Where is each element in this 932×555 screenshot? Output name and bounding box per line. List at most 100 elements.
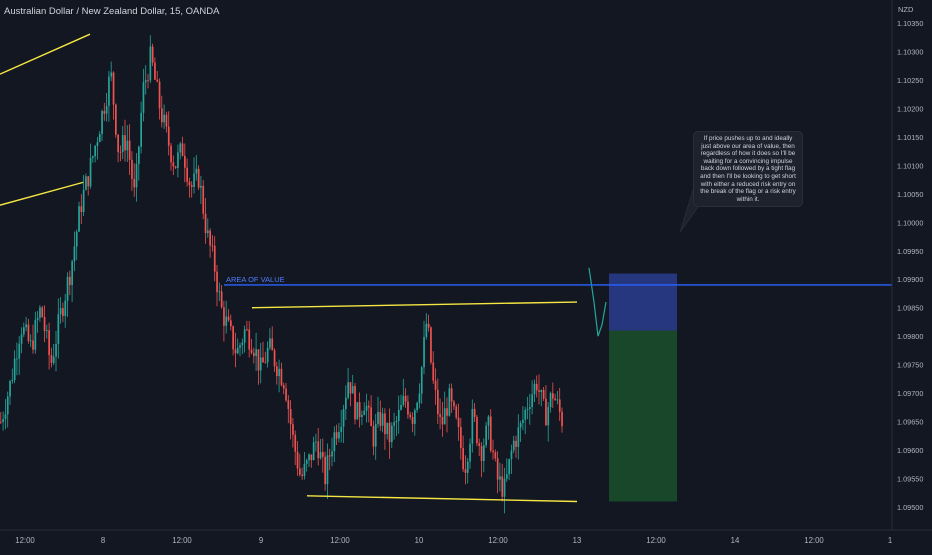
candle-body-186 [427, 323, 430, 328]
candle-body-227 [522, 419, 524, 423]
trend-line-1 [0, 181, 84, 206]
candle-body-84 [193, 173, 195, 187]
candle-body-219 [503, 478, 506, 497]
candle-body-7 [16, 358, 18, 360]
symbol-title[interactable]: Australian Dollar / New Zealand Dollar, … [4, 6, 220, 17]
candle-body-226 [519, 422, 522, 428]
candle-body-53 [121, 135, 124, 153]
trend-line-0 [0, 33, 91, 75]
candle-body-108 [248, 329, 251, 350]
candle-body-171 [393, 422, 395, 426]
candle-body-170 [391, 425, 393, 443]
candle-body-118 [271, 338, 274, 351]
candle-body-135 [310, 454, 313, 461]
candle-body-30 [69, 276, 71, 286]
candle-body-117 [269, 338, 271, 348]
candle-body-178 [409, 414, 412, 418]
candle-body-14 [32, 340, 34, 350]
candle-body-163 [374, 423, 377, 447]
candle-body-58 [133, 178, 136, 188]
candle-body-195 [448, 388, 451, 416]
candle-body-3 [6, 396, 9, 415]
candle-body-100 [230, 320, 232, 327]
candle-body-197 [453, 401, 455, 407]
candle-body-111 [255, 349, 257, 357]
y-tick-label-7: 1.10000 [897, 218, 923, 227]
candle-body-75 [172, 162, 175, 167]
candle-body-17 [39, 307, 41, 318]
post-gap-price-line [588, 267, 607, 337]
candle-body-95 [218, 291, 221, 293]
candle-body-127 [292, 424, 294, 435]
candle-body-20 [46, 330, 48, 332]
candle-body-142 [326, 455, 329, 485]
candle-body-190 [437, 389, 439, 415]
candle-body-35 [80, 206, 83, 213]
candle-body-112 [257, 349, 260, 371]
candle-body-144 [331, 451, 333, 457]
candle-body-141 [324, 456, 326, 485]
x-tick-label-5: 10 [415, 536, 424, 545]
candle-body-119 [273, 350, 276, 367]
candle-body-166 [381, 413, 384, 426]
candle-body-179 [411, 417, 414, 424]
candle-body-140 [322, 452, 324, 457]
candle-body-191 [439, 414, 441, 417]
candle-body-103 [236, 347, 239, 354]
candle-body-208 [478, 443, 481, 446]
candle-body-87 [200, 185, 202, 188]
candle-body-33 [75, 231, 78, 247]
candle-body-136 [312, 442, 315, 461]
y-tick-label-17: 1.09500 [897, 503, 923, 512]
trend-line-2 [251, 301, 578, 309]
candle-body-77 [177, 152, 179, 168]
candle-body-23 [52, 356, 55, 363]
y-tick-label-16: 1.09550 [897, 475, 923, 484]
candle-body-94 [216, 271, 218, 293]
candle-body-238 [547, 407, 550, 426]
candle-body-45 [103, 111, 106, 114]
candle-body-137 [315, 441, 317, 443]
candle-body-215 [494, 452, 497, 459]
candle-body-28 [64, 300, 67, 317]
candle-body-72 [165, 114, 168, 127]
candle-body-158 [363, 410, 366, 415]
candle-body-79 [181, 143, 184, 156]
candle-body-81 [186, 167, 188, 182]
candle-body-164 [377, 411, 379, 424]
candle-body-5 [11, 380, 14, 381]
candle-body-66 [151, 46, 154, 63]
candle-body-44 [101, 111, 103, 135]
candle-body-31 [71, 261, 73, 286]
annotation-note[interactable]: If price pushes up to and ideally just a… [693, 131, 803, 207]
candle-body-220 [506, 474, 508, 479]
candle-body-59 [135, 163, 138, 188]
candle-body-36 [82, 189, 85, 213]
x-tick-label-1: 8 [101, 536, 105, 545]
candle-body-149 [342, 409, 345, 427]
candle-body-90 [207, 230, 209, 234]
candle-body-47 [108, 76, 110, 106]
candle-body-176 [404, 395, 407, 402]
candle-body-228 [524, 410, 527, 420]
candle-body-189 [434, 380, 437, 390]
candle-body-129 [296, 451, 299, 469]
candle-body-34 [78, 206, 80, 232]
candle-body-224 [515, 440, 517, 447]
candle-body-160 [368, 405, 370, 408]
candle-body-40 [92, 156, 94, 158]
candle-body-184 [423, 337, 425, 368]
candle-body-225 [517, 427, 520, 447]
candle-body-42 [96, 142, 99, 146]
candle-body-201 [462, 448, 464, 470]
candle-body-244 [561, 411, 563, 427]
candle-body-196 [450, 388, 453, 402]
candle-body-167 [384, 413, 386, 435]
candle-body-26 [59, 308, 62, 315]
candle-body-203 [466, 461, 469, 473]
y-tick-label-1: 1.10300 [897, 47, 923, 56]
candle-body-6 [13, 358, 16, 381]
